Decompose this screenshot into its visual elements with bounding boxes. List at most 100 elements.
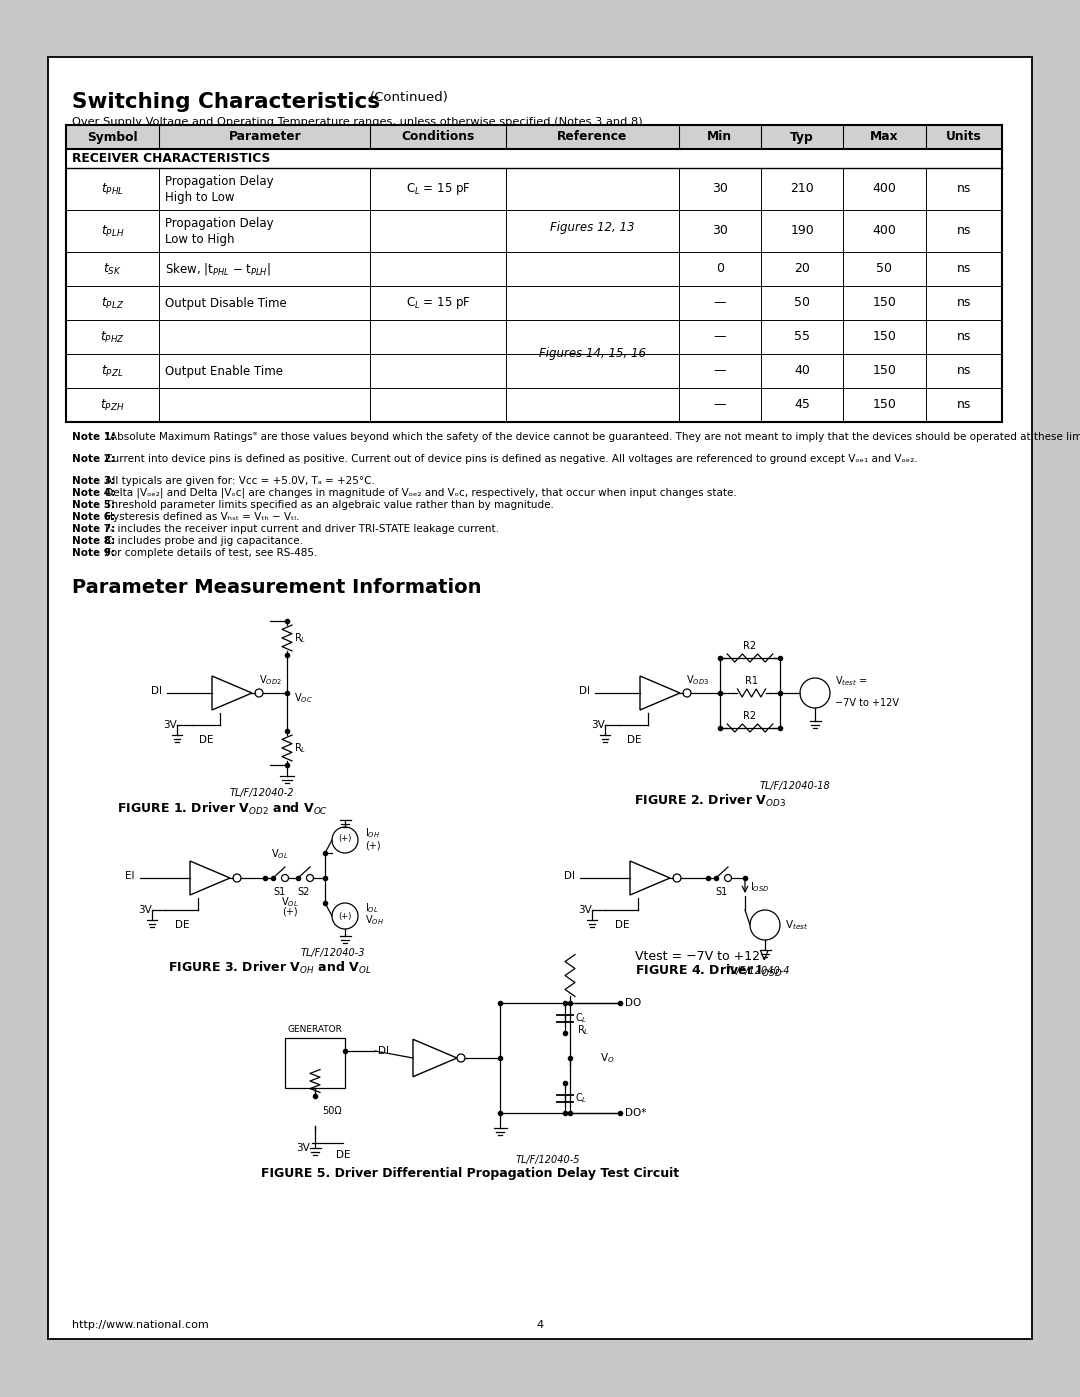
Text: V$_{OL}$: V$_{OL}$ bbox=[271, 847, 288, 861]
Text: 50: 50 bbox=[877, 263, 892, 275]
Text: (+): (+) bbox=[365, 840, 380, 849]
Text: V$_{OD3}$: V$_{OD3}$ bbox=[687, 673, 710, 687]
Text: 3V: 3V bbox=[296, 1143, 310, 1153]
Text: 3V: 3V bbox=[591, 719, 605, 731]
Text: ns: ns bbox=[957, 263, 971, 275]
Text: 45: 45 bbox=[794, 398, 810, 412]
Text: GENERATOR: GENERATOR bbox=[287, 1025, 342, 1034]
Text: Note 2:: Note 2: bbox=[72, 454, 116, 464]
Text: Over Supply Voltage and Operating Temperature ranges, unless otherwise specified: Over Supply Voltage and Operating Temper… bbox=[72, 117, 643, 127]
Text: Symbol: Symbol bbox=[87, 130, 138, 144]
Text: —: — bbox=[714, 331, 726, 344]
Text: I$_{OH}$: I$_{OH}$ bbox=[365, 826, 380, 840]
Text: (+): (+) bbox=[338, 911, 352, 921]
Text: Vtest = −7V to +12V: Vtest = −7V to +12V bbox=[635, 950, 769, 963]
Text: R2: R2 bbox=[743, 711, 757, 721]
Text: —: — bbox=[714, 296, 726, 310]
Text: TL/F/12040-2: TL/F/12040-2 bbox=[229, 788, 294, 798]
Text: $t_{SK}$: $t_{SK}$ bbox=[104, 261, 122, 277]
Text: Hysteresis defined as Vₕₛₜ = Vₜₕ − Vₜₗ.: Hysteresis defined as Vₕₛₜ = Vₜₕ − Vₜₗ. bbox=[103, 511, 299, 522]
Text: S2: S2 bbox=[298, 887, 310, 897]
Text: C$_L$: C$_L$ bbox=[575, 1091, 588, 1105]
Text: (+): (+) bbox=[282, 907, 298, 916]
Text: Parameter: Parameter bbox=[229, 130, 301, 144]
Text: Output Enable Time: Output Enable Time bbox=[165, 365, 283, 377]
Text: DE: DE bbox=[615, 921, 630, 930]
Text: Note 3:: Note 3: bbox=[72, 476, 116, 486]
Text: DI: DI bbox=[151, 686, 162, 696]
Text: 50Ω: 50Ω bbox=[322, 1106, 341, 1116]
Text: Max: Max bbox=[870, 130, 899, 144]
Text: Note 1:: Note 1: bbox=[72, 432, 116, 441]
Text: Units: Units bbox=[946, 130, 982, 144]
Text: I$_{OSD}$: I$_{OSD}$ bbox=[750, 880, 770, 894]
Text: Current into device pins is defined as positive. Current out of device pins is d: Current into device pins is defined as p… bbox=[103, 454, 918, 464]
Text: 55: 55 bbox=[794, 331, 810, 344]
Text: Skew, |t$_{PHL}$ − t$_{PLH}$|: Skew, |t$_{PHL}$ − t$_{PLH}$| bbox=[165, 261, 271, 277]
Text: Note 9:: Note 9: bbox=[72, 548, 114, 557]
Text: Typ: Typ bbox=[791, 130, 814, 144]
Bar bbox=[66, 124, 1002, 149]
Text: FIGURE 4. Driver I$_{OSD}$: FIGURE 4. Driver I$_{OSD}$ bbox=[635, 963, 782, 979]
Text: FIGURE 1. Driver V$_{OD2}$ and V$_{OC}$: FIGURE 1. Driver V$_{OD2}$ and V$_{OC}$ bbox=[117, 800, 327, 817]
Text: R$_L$: R$_L$ bbox=[294, 740, 307, 754]
Text: Figures 14, 15, 16: Figures 14, 15, 16 bbox=[539, 348, 646, 360]
Text: (+): (+) bbox=[338, 834, 352, 842]
Text: −7V to +12V: −7V to +12V bbox=[835, 698, 899, 708]
Text: ns: ns bbox=[957, 365, 971, 377]
Text: 150: 150 bbox=[873, 296, 896, 310]
Text: V$_{OD2}$: V$_{OD2}$ bbox=[258, 673, 282, 687]
Text: $t_{PZL}$: $t_{PZL}$ bbox=[102, 363, 124, 379]
Text: TL/F/12040-5: TL/F/12040-5 bbox=[515, 1155, 580, 1165]
Text: (Continued): (Continued) bbox=[370, 91, 449, 103]
Text: ns: ns bbox=[957, 331, 971, 344]
Text: —: — bbox=[714, 365, 726, 377]
Text: R$_L$: R$_L$ bbox=[577, 1024, 590, 1038]
Text: $t_{PHL}$: $t_{PHL}$ bbox=[102, 182, 124, 197]
Text: Parameter Measurement Information: Parameter Measurement Information bbox=[72, 578, 482, 597]
Text: $t_{PHZ}$: $t_{PHZ}$ bbox=[100, 330, 125, 345]
Text: 3V: 3V bbox=[138, 905, 152, 915]
Text: Note 4:: Note 4: bbox=[72, 488, 116, 497]
Text: C$_L$ = 15 pF: C$_L$ = 15 pF bbox=[406, 295, 471, 312]
Text: Output Disable Time: Output Disable Time bbox=[165, 296, 287, 310]
Text: 150: 150 bbox=[873, 398, 896, 412]
Text: High to Low: High to Low bbox=[165, 190, 234, 204]
Text: 150: 150 bbox=[873, 365, 896, 377]
Text: V$_O$: V$_O$ bbox=[600, 1051, 615, 1065]
Text: All typicals are given for: Vᴄᴄ = +5.0V, Tₐ = +25°C.: All typicals are given for: Vᴄᴄ = +5.0V,… bbox=[103, 476, 375, 486]
Text: S1: S1 bbox=[716, 887, 728, 897]
Text: 30: 30 bbox=[712, 225, 728, 237]
Text: V$_{OC}$: V$_{OC}$ bbox=[294, 692, 313, 705]
Text: Delta |Vₒₑ₂| and Delta |Vₒᴄ| are changes in magnitude of Vₒₑ₂ and Vₒᴄ, respectiv: Delta |Vₒₑ₂| and Delta |Vₒᴄ| are changes… bbox=[103, 488, 737, 499]
Text: TL/F/12040-3: TL/F/12040-3 bbox=[300, 949, 365, 958]
Text: DE: DE bbox=[626, 735, 642, 745]
Text: Iᴵₙ includes the receiver input current and driver TRI-STATE leakage current.: Iᴵₙ includes the receiver input current … bbox=[103, 524, 499, 534]
Text: V$_{test}$: V$_{test}$ bbox=[785, 918, 808, 932]
Text: TL/F/12040-18: TL/F/12040-18 bbox=[759, 781, 831, 791]
Text: Low to High: Low to High bbox=[165, 232, 234, 246]
Text: 400: 400 bbox=[873, 183, 896, 196]
Text: Propagation Delay: Propagation Delay bbox=[165, 175, 274, 187]
Text: C$_L$ = 15 pF: C$_L$ = 15 pF bbox=[406, 182, 471, 197]
Text: ns: ns bbox=[957, 296, 971, 310]
Text: DE: DE bbox=[199, 735, 213, 745]
Text: FIGURE 5. Driver Differential Propagation Delay Test Circuit: FIGURE 5. Driver Differential Propagatio… bbox=[261, 1166, 679, 1180]
Text: ns: ns bbox=[957, 183, 971, 196]
Text: 20: 20 bbox=[794, 263, 810, 275]
Text: R$_L$: R$_L$ bbox=[294, 631, 307, 645]
Text: EI: EI bbox=[125, 870, 135, 882]
Text: DI: DI bbox=[378, 1046, 389, 1056]
Text: http://www.national.com: http://www.national.com bbox=[72, 1320, 208, 1330]
Text: $t_{PLH}$: $t_{PLH}$ bbox=[102, 224, 124, 239]
Text: 30: 30 bbox=[712, 183, 728, 196]
Text: DI: DI bbox=[579, 686, 590, 696]
Text: DI: DI bbox=[564, 870, 575, 882]
Text: 3V: 3V bbox=[578, 905, 592, 915]
Text: 0: 0 bbox=[716, 263, 724, 275]
FancyBboxPatch shape bbox=[48, 57, 1032, 1338]
Text: 210: 210 bbox=[791, 183, 814, 196]
Text: 3V: 3V bbox=[163, 719, 177, 731]
Text: Switching Characteristics: Switching Characteristics bbox=[72, 92, 380, 112]
Text: TL/F/12040-4: TL/F/12040-4 bbox=[726, 965, 789, 977]
